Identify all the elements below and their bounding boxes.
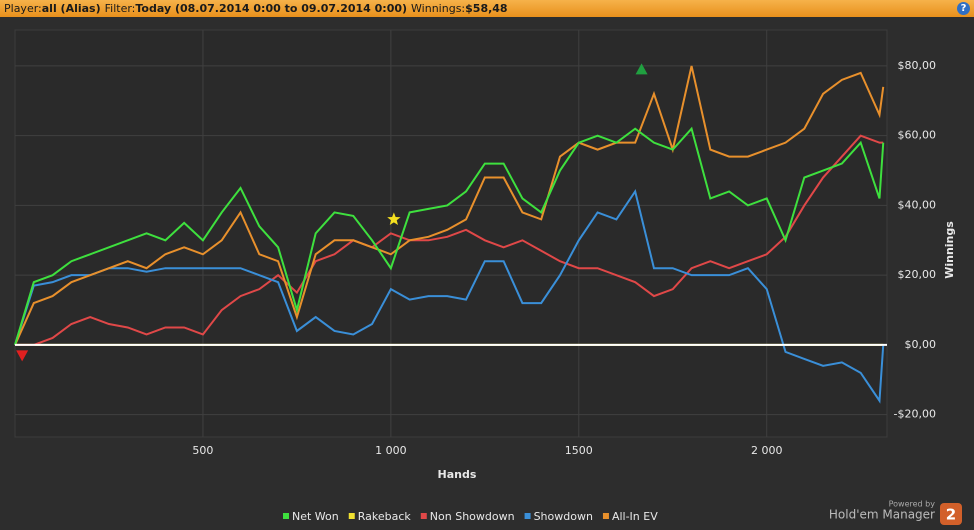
y-tick-label: $40,00: [898, 198, 937, 211]
x-tick-label: 1 000: [375, 444, 407, 457]
legend-label: Net Won: [292, 510, 339, 523]
chart: Hands Winnings Powered by Hold'em Manage…: [14, 29, 962, 525]
x-tick-label: 2 000: [751, 444, 783, 457]
product-name: Hold'em Manager: [829, 508, 935, 522]
legend-swatch: [283, 513, 289, 519]
player-label: Player:: [4, 2, 42, 15]
header-bar: Player:all (Alias) Filter:Today (08.07.20…: [0, 0, 974, 17]
x-tick-label: 1500: [565, 444, 593, 457]
series-line: [14, 126, 885, 346]
help-button[interactable]: ?: [957, 2, 970, 15]
x-axis-title: Hands: [438, 468, 477, 481]
series-line: [14, 65, 885, 346]
series-line: [14, 189, 885, 404]
marker: [635, 63, 648, 75]
legend-swatch: [524, 513, 531, 519]
legend-label: All-In EV: [612, 510, 658, 523]
powered-by: Powered by: [889, 500, 936, 509]
player: all (Alias): [41, 2, 101, 15]
filter: Today (08.07.2014 0:00 to 09.07.2014 0:0…: [135, 2, 408, 15]
marker: [387, 212, 401, 226]
y-axis-title: Winnings: [943, 221, 956, 279]
y-tick-label: $0,00: [905, 338, 937, 351]
y-tick-label: -$20,00: [894, 408, 936, 421]
y-tick-label: $60,00: [898, 129, 937, 142]
series-line: [15, 134, 884, 346]
y-tick-label: $80,00: [898, 59, 937, 72]
marker: [16, 350, 29, 362]
legend-label: Non Showdown: [430, 510, 515, 523]
legend-label: Rakeback: [358, 510, 412, 523]
plot-area: [14, 29, 888, 438]
winnings-label: Winnings:: [411, 2, 466, 15]
legend-label: Showdown: [534, 510, 593, 523]
legend-swatch: [602, 513, 609, 519]
legend-swatch: [420, 513, 427, 519]
logo: [940, 503, 962, 525]
x-tick-label: 500: [192, 444, 213, 457]
legend-swatch: [348, 513, 355, 519]
y-tick-label: $20,00: [898, 268, 937, 281]
winnings: $58,48: [465, 2, 508, 15]
logo-text: 2: [946, 506, 956, 524]
filter-label: Filter:: [104, 2, 136, 15]
